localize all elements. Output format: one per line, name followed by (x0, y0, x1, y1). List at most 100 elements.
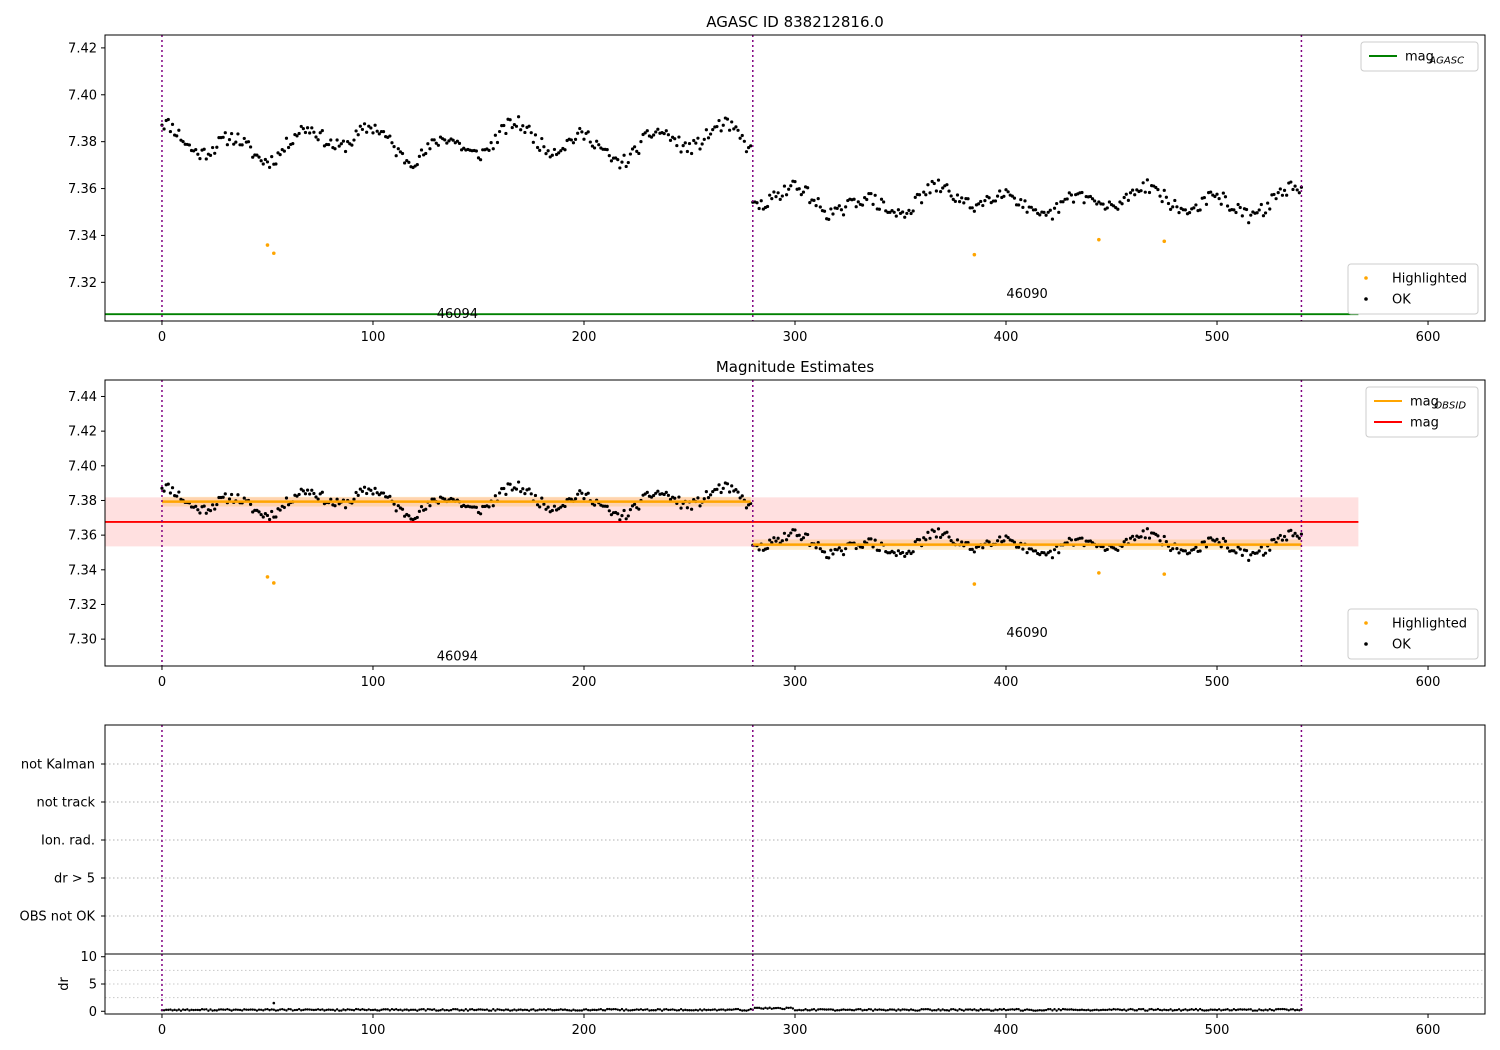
ok-point (362, 485, 367, 489)
dr-point (1260, 1008, 1263, 1012)
dr-point (717, 1008, 721, 1011)
ok-point (160, 486, 164, 490)
dr-point (933, 1008, 936, 1012)
ok-point (204, 157, 208, 161)
y-tick-label: 5 (89, 978, 97, 993)
dr-point (1205, 1009, 1208, 1012)
ok-point (924, 538, 928, 542)
ok-point (457, 141, 462, 145)
dr-point (722, 1008, 725, 1011)
dr-point (200, 1008, 204, 1011)
dr-point (1036, 1009, 1039, 1012)
dr-point (660, 1009, 664, 1012)
dr-point (741, 1009, 744, 1012)
ok-point (236, 132, 240, 136)
dr-point (1049, 1008, 1052, 1011)
dr-point (762, 1007, 765, 1010)
ok-point (177, 490, 181, 494)
ok-point (308, 131, 312, 135)
dr-point (236, 1008, 240, 1012)
ok-point (981, 203, 985, 208)
dr-point (1296, 1008, 1299, 1012)
dr-point (1044, 1008, 1048, 1012)
ok-point (778, 197, 782, 201)
ok-point (841, 553, 846, 557)
ok-point (424, 507, 428, 511)
x-tick-label: 200 (572, 330, 597, 345)
ok-point (573, 137, 578, 141)
ok-point (375, 129, 379, 133)
dr-point (1209, 1008, 1212, 1011)
ok-point (1095, 202, 1099, 206)
ok-point (1263, 211, 1268, 215)
dr-point (409, 1008, 413, 1012)
dr-point (542, 1008, 546, 1011)
ok-point (573, 497, 578, 501)
ok-point (552, 504, 557, 508)
ok-point (538, 505, 542, 509)
ok-point (177, 128, 181, 132)
y-tick-label: 7.40 (68, 459, 97, 474)
dr-point (207, 1009, 210, 1012)
dr-point (234, 1008, 238, 1011)
dr-point (1146, 1009, 1149, 1012)
ok-point (920, 201, 924, 205)
ok-point (797, 533, 801, 537)
dr-point (179, 1009, 183, 1012)
ok-point (491, 147, 495, 151)
dr-point (532, 1008, 535, 1011)
dr-point (306, 1008, 309, 1011)
dr-point (1211, 1008, 1214, 1012)
dr-point (1019, 1009, 1022, 1012)
dr-point (614, 1007, 617, 1011)
dr-point (935, 1009, 938, 1012)
dr-point (766, 1007, 769, 1010)
ok-point (666, 493, 670, 497)
dr-point (873, 1008, 877, 1011)
dr-point (312, 1008, 316, 1012)
ok-point (516, 480, 521, 484)
ok-point (540, 136, 544, 141)
dr-point (441, 1008, 444, 1011)
ok-point (628, 152, 633, 156)
ok-point (550, 153, 554, 157)
ok-point (1124, 192, 1128, 196)
ok-point (1052, 206, 1057, 210)
highlighted-point (1162, 572, 1167, 576)
ok-point (652, 133, 656, 137)
y-tick-label: 7.42 (68, 425, 97, 440)
ok-point (248, 502, 253, 506)
ok-point (814, 204, 818, 208)
ok-point (521, 487, 525, 491)
ok-point (928, 536, 932, 540)
ok-point (765, 546, 770, 551)
ok-point (635, 149, 639, 153)
ok-point (1033, 208, 1038, 212)
ok-point (892, 551, 896, 555)
ok-point (546, 505, 550, 509)
ok-point (1198, 208, 1202, 212)
dr-point (308, 1008, 311, 1011)
ok-point (1236, 545, 1240, 549)
dr-point (1002, 1007, 1006, 1011)
ok-point (1244, 549, 1249, 553)
ok-point (917, 538, 922, 542)
dr-point (1285, 1008, 1288, 1011)
ok-point (265, 513, 270, 518)
dr-point (916, 1009, 919, 1012)
ok-point (662, 131, 666, 136)
x-tick-label: 300 (783, 675, 808, 690)
dr-point (823, 1008, 826, 1011)
ok-point (1120, 202, 1124, 206)
ok-point (417, 509, 422, 513)
dr-point (1072, 1008, 1075, 1012)
ok-point (194, 504, 198, 508)
ok-point (715, 487, 719, 491)
chart-title: AGASC ID 838212816.0 (706, 13, 884, 31)
dr-point (310, 1008, 313, 1012)
dr-point (679, 1007, 683, 1011)
ok-point (759, 199, 763, 203)
dr-point (361, 1007, 364, 1011)
dr-point (686, 1009, 689, 1012)
